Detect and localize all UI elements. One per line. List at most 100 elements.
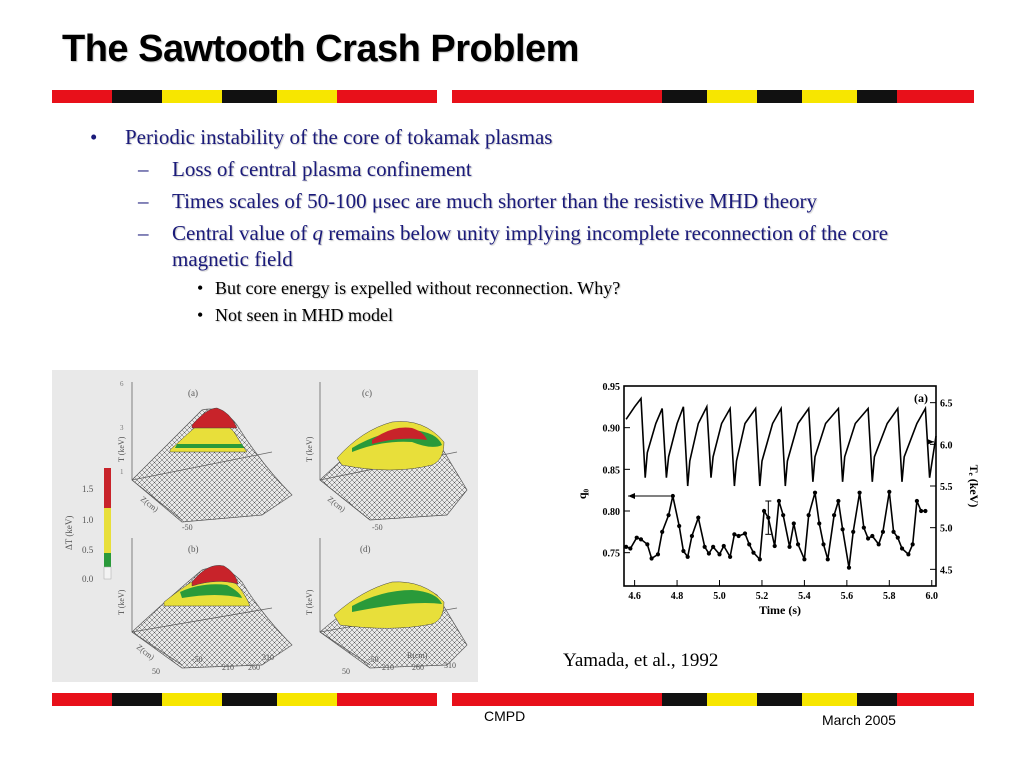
q0-point bbox=[840, 527, 845, 532]
q0-point bbox=[761, 508, 767, 514]
x-tick-label: 4.8 bbox=[671, 591, 684, 602]
svg-text:260: 260 bbox=[412, 663, 424, 672]
q0-point bbox=[772, 543, 777, 549]
bullet-item: • Periodic instability of the core of tok… bbox=[90, 125, 553, 149]
q0-point bbox=[802, 557, 807, 562]
svg-text:-50: -50 bbox=[192, 655, 203, 664]
svg-text:1: 1 bbox=[120, 468, 124, 476]
svg-text:-50: -50 bbox=[372, 523, 383, 532]
y-right-tick-label: 5.0 bbox=[940, 524, 953, 535]
y-left-tick-label: 0.90 bbox=[603, 424, 621, 435]
x-tick-label: 4.6 bbox=[628, 591, 641, 602]
svg-text:310: 310 bbox=[262, 653, 274, 662]
q0-point bbox=[880, 529, 886, 534]
q0-point bbox=[660, 529, 665, 534]
x-axis-label: Time (s) bbox=[759, 603, 801, 617]
colorbar-red bbox=[104, 468, 111, 508]
y-left-tick-label: 0.80 bbox=[603, 507, 621, 518]
svg-text:T (keV): T (keV) bbox=[305, 589, 314, 615]
figure-caption: Yamada, et al., 1992 bbox=[563, 650, 719, 671]
q0-point bbox=[624, 544, 629, 549]
q0-point bbox=[649, 556, 654, 561]
q0-point bbox=[628, 546, 633, 551]
q0-point bbox=[891, 529, 896, 534]
q0-point bbox=[806, 513, 811, 518]
sub-bullet-item: – Times scales of 50-100 μsec are much sh… bbox=[138, 189, 818, 213]
q0-point bbox=[655, 552, 661, 557]
svg-text:T (keV): T (keV) bbox=[305, 436, 314, 462]
q0-point bbox=[812, 490, 818, 495]
te-arrow-head bbox=[927, 438, 934, 445]
q0-point bbox=[645, 542, 650, 547]
q0-series-line bbox=[625, 491, 926, 568]
colorbar-tick: 1.0 bbox=[82, 515, 94, 525]
bullet-list: • Periodic instability of the core of tok… bbox=[90, 124, 950, 326]
q0-point bbox=[685, 554, 690, 559]
q0-point bbox=[638, 537, 644, 542]
q0-point bbox=[681, 548, 686, 554]
surface-panel-c: (c) T (keV) Z(cm) -50 bbox=[305, 382, 468, 532]
svg-text:310: 310 bbox=[444, 661, 456, 670]
surface-panel-a: (a) T (keV) 6 3 1 Z(cm) -50 bbox=[117, 380, 293, 532]
colorbar-white bbox=[103, 566, 112, 580]
q0-point bbox=[757, 557, 762, 562]
q0-point bbox=[895, 535, 900, 540]
q0-point bbox=[817, 521, 822, 526]
y-left-tick-label: 0.75 bbox=[603, 549, 621, 560]
q0-point bbox=[919, 508, 924, 514]
q0-point bbox=[870, 533, 875, 539]
top-stripe bbox=[52, 90, 974, 103]
q0-point bbox=[821, 542, 826, 547]
q0-point bbox=[677, 523, 682, 529]
x-tick-label: 5.0 bbox=[713, 591, 726, 602]
q0-point bbox=[887, 489, 892, 494]
sub-bullet-item: – Central value of q remains below unity … bbox=[138, 221, 889, 271]
sub-sub-bullet-item: • But core energy is expelled without rec… bbox=[197, 278, 621, 298]
plot-frame bbox=[623, 385, 937, 587]
colorbar-tick: 0.0 bbox=[82, 574, 94, 584]
q0-point bbox=[832, 513, 837, 518]
svg-text:6: 6 bbox=[120, 380, 124, 388]
q0-point bbox=[670, 493, 675, 499]
q0-point bbox=[776, 498, 782, 504]
y-left-axis-label: q₀ bbox=[575, 488, 589, 499]
q0-point bbox=[706, 551, 711, 556]
svg-text:-50: -50 bbox=[368, 655, 379, 664]
svg-text:T (keV): T (keV) bbox=[117, 436, 126, 462]
q0-point bbox=[717, 552, 722, 557]
colorbar-yellow bbox=[104, 508, 111, 553]
q0-point bbox=[747, 542, 752, 547]
te-series-line bbox=[625, 396, 937, 487]
svg-text:260: 260 bbox=[248, 663, 260, 672]
svg-text:(a): (a) bbox=[188, 388, 198, 398]
q0-point bbox=[751, 550, 756, 555]
q0-point bbox=[857, 490, 862, 495]
q0-point bbox=[634, 535, 639, 540]
colorbar-green bbox=[104, 553, 111, 567]
chart-svg: 4.6 4.8 5.0 5.2 5.4 5.6 5.8 6.0 0.75 0.80 0.85 0.90… bbox=[575, 382, 981, 617]
svg-text:T (keV): T (keV) bbox=[117, 589, 126, 615]
q0-point bbox=[825, 557, 830, 562]
q0-point bbox=[914, 498, 919, 504]
svg-text:3: 3 bbox=[120, 424, 124, 432]
q0-point bbox=[876, 542, 881, 547]
svg-text:(b): (b) bbox=[188, 544, 199, 554]
footer-date: March 2005 bbox=[822, 712, 896, 728]
x-tick-label: 6.0 bbox=[926, 591, 939, 602]
svg-text:210: 210 bbox=[382, 663, 394, 672]
q0-point bbox=[865, 536, 871, 541]
sub-bullet-item: – Loss of central plasma confinement bbox=[138, 157, 472, 181]
q0-point bbox=[666, 513, 671, 518]
x-tick-label: 5.8 bbox=[883, 591, 896, 602]
svg-text:210: 210 bbox=[222, 663, 234, 672]
q0-point bbox=[861, 525, 866, 530]
y-right-axis-label: Tₑ (keV) bbox=[967, 465, 981, 508]
q0-point bbox=[696, 515, 701, 520]
q0-point bbox=[836, 498, 841, 504]
q0-point bbox=[795, 542, 801, 547]
q0-point bbox=[906, 552, 911, 557]
bottom-stripe bbox=[52, 693, 974, 706]
q0-point bbox=[732, 532, 737, 537]
x-tick-label: 5.6 bbox=[841, 591, 854, 602]
y-right-tick-label: 5.5 bbox=[940, 482, 953, 493]
